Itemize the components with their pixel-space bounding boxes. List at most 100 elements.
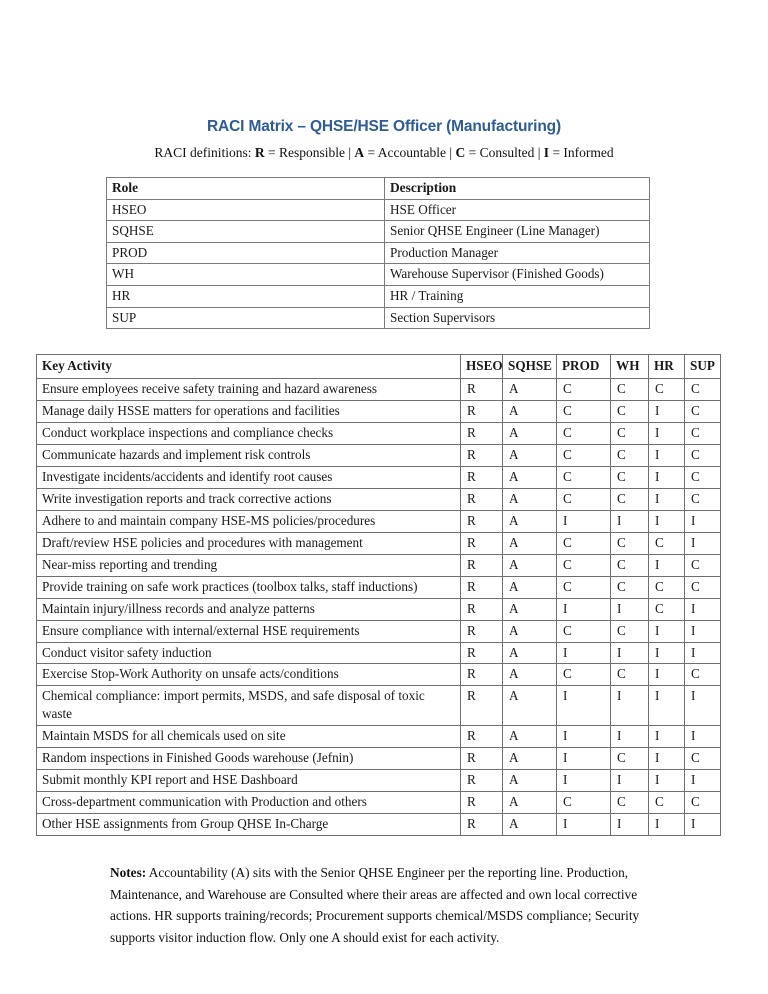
raci-text-c: = Consulted	[468, 145, 535, 160]
raci-cell-prod: C	[556, 619, 611, 643]
raci-cell-sup: I	[684, 531, 721, 555]
matrix-table-row: Ensure employees receive safety training…	[36, 378, 721, 402]
raci-cell-sup: I	[684, 725, 721, 749]
raci-cell-prod: C	[556, 575, 611, 599]
raci-cell-prod: I	[556, 813, 611, 837]
roles-header-role: Role	[106, 177, 385, 200]
raci-cell-hr: I	[648, 509, 685, 533]
raci-cell-hr: I	[648, 641, 685, 665]
activity-cell: Communicate hazards and implement risk c…	[36, 443, 461, 467]
matrix-header-hr: HR	[648, 354, 685, 380]
raci-key-c: C	[455, 145, 466, 160]
raci-cell-prod: C	[556, 663, 611, 687]
raci-cell-sup: I	[684, 769, 721, 793]
raci-cell-sqhse: A	[502, 465, 557, 489]
raci-cell-wh: C	[610, 791, 649, 815]
raci-text-a: = Accountable	[367, 145, 447, 160]
matrix-header-sup: SUP	[684, 354, 721, 380]
raci-cell-sqhse: A	[502, 663, 557, 687]
raci-cell-wh: C	[610, 575, 649, 599]
raci-cell-sup: C	[684, 443, 721, 467]
raci-cell-wh: I	[610, 641, 649, 665]
activity-cell: Provide training on safe work practices …	[36, 575, 461, 599]
raci-cell-wh: C	[610, 421, 649, 445]
raci-cell-hr: C	[648, 575, 685, 599]
matrix-table-row: Investigate incidents/accidents and iden…	[36, 465, 721, 489]
matrix-header-wh: WH	[610, 354, 649, 380]
raci-cell-sqhse: A	[502, 813, 557, 837]
raci-cell-sqhse: A	[502, 400, 557, 423]
raci-cell-sup: C	[684, 487, 721, 511]
matrix-table-row: Maintain injury/illness records and anal…	[36, 597, 721, 621]
raci-cell-hr: I	[648, 487, 685, 511]
roles-header-row: Role Description	[106, 177, 650, 200]
activity-cell: Ensure compliance with internal/external…	[36, 619, 461, 643]
raci-cell-hseo: R	[460, 813, 503, 837]
role-description-cell: Warehouse Supervisor (Finished Goods)	[384, 263, 650, 287]
matrix-header-sqhse: SQHSE	[502, 354, 557, 380]
activity-cell: Submit monthly KPI report and HSE Dashbo…	[36, 769, 461, 793]
activity-cell: Ensure employees receive safety training…	[36, 378, 461, 402]
activity-cell: Other HSE assignments from Group QHSE In…	[36, 813, 461, 837]
raci-cell-hseo: R	[460, 685, 503, 727]
raci-definitions-line: RACI definitions: R = Responsible | A = …	[0, 145, 768, 161]
raci-cell-hr: I	[648, 747, 685, 771]
matrix-table-row: Manage daily HSSE matters for operations…	[36, 400, 721, 423]
raci-cell-wh: I	[610, 813, 649, 837]
raci-cell-hr: I	[648, 400, 685, 423]
raci-cell-prod: C	[556, 378, 611, 402]
raci-cell-sqhse: A	[502, 619, 557, 643]
raci-cell-prod: C	[556, 400, 611, 423]
raci-cell-wh: I	[610, 685, 649, 727]
raci-cell-hseo: R	[460, 443, 503, 467]
matrix-table-row: Near-miss reporting and trending R A C C I C	[36, 553, 721, 577]
matrix-table-row: Other HSE assignments from Group QHSE In…	[36, 813, 721, 837]
activity-cell: Chemical compliance: import permits, MSD…	[36, 685, 461, 727]
role-code-cell: PROD	[106, 241, 385, 265]
raci-cell-hseo: R	[460, 575, 503, 599]
role-code-cell: HSEO	[106, 198, 385, 222]
raci-key-i: I	[543, 145, 550, 160]
raci-cell-sqhse: A	[502, 575, 557, 599]
raci-cell-wh: C	[610, 400, 649, 423]
matrix-table-row: Provide training on safe work practices …	[36, 575, 721, 599]
raci-cell-prod: C	[556, 791, 611, 815]
raci-cell-hseo: R	[460, 597, 503, 621]
raci-cell-hseo: R	[460, 553, 503, 577]
role-code-cell: SQHSE	[106, 220, 385, 243]
raci-cell-hr: I	[648, 769, 685, 793]
role-description-cell: Production Manager	[384, 241, 650, 265]
roles-table-row: HSEO HSE Officer	[106, 198, 650, 222]
raci-cell-sup: I	[684, 509, 721, 533]
raci-cell-prod: I	[556, 509, 611, 533]
matrix-table-row: Adhere to and maintain company HSE-MS po…	[36, 509, 721, 533]
raci-cell-hseo: R	[460, 641, 503, 665]
raci-cell-sup: C	[684, 378, 721, 402]
raci-matrix-table: Key Activity HSEO SQHSE PROD WH HR SUP E…	[36, 354, 721, 837]
raci-cell-sup: I	[684, 597, 721, 621]
raci-cell-sqhse: A	[502, 747, 557, 771]
raci-cell-hseo: R	[460, 421, 503, 445]
activity-cell: Adhere to and maintain company HSE-MS po…	[36, 509, 461, 533]
raci-cell-prod: C	[556, 531, 611, 555]
raci-cell-prod: C	[556, 553, 611, 577]
activity-cell: Investigate incidents/accidents and iden…	[36, 465, 461, 489]
raci-cell-hr: I	[648, 663, 685, 687]
raci-text-i: = Informed	[552, 145, 614, 160]
raci-separator-1: |	[348, 145, 352, 160]
raci-cell-sqhse: A	[502, 641, 557, 665]
raci-cell-sqhse: A	[502, 791, 557, 815]
raci-cell-sqhse: A	[502, 553, 557, 577]
raci-cell-hseo: R	[460, 531, 503, 555]
raci-cell-prod: C	[556, 465, 611, 489]
raci-cell-hr: I	[648, 421, 685, 445]
roles-table-row: SQHSE Senior QHSE Engineer (Line Manager)	[106, 220, 650, 243]
activity-cell: Maintain MSDS for all chemicals used on …	[36, 725, 461, 749]
raci-cell-sup: I	[684, 641, 721, 665]
raci-cell-sup: C	[684, 553, 721, 577]
raci-cell-sup: C	[684, 465, 721, 489]
page-title: RACI Matrix – QHSE/HSE Officer (Manufact…	[207, 118, 561, 135]
raci-cell-wh: C	[610, 465, 649, 489]
raci-cell-prod: C	[556, 487, 611, 511]
